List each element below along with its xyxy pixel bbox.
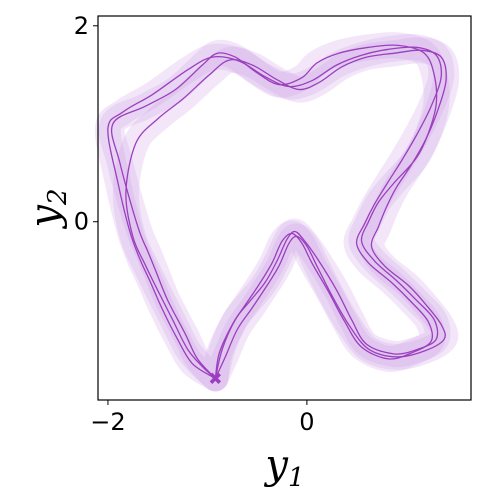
trajectory-lines [107,44,447,379]
plot-frame [97,15,472,401]
axis-ticks: −2 0 0 2 [74,12,315,436]
trajectory-line-2 [125,49,447,379]
start-marker: ✖ [208,369,222,389]
x-tick-label: 0 [299,408,314,436]
trajectory-line-3 [107,46,443,379]
y-tick-label: 0 [74,208,89,236]
x-axis-label: y1 [263,442,304,493]
uncertainty-bands [94,32,460,392]
y-tick-label: 2 [74,12,89,40]
start-markers: ✖ [208,369,222,389]
x-tick-label: −2 [90,408,125,436]
y-axis-label: y2 [22,188,73,229]
